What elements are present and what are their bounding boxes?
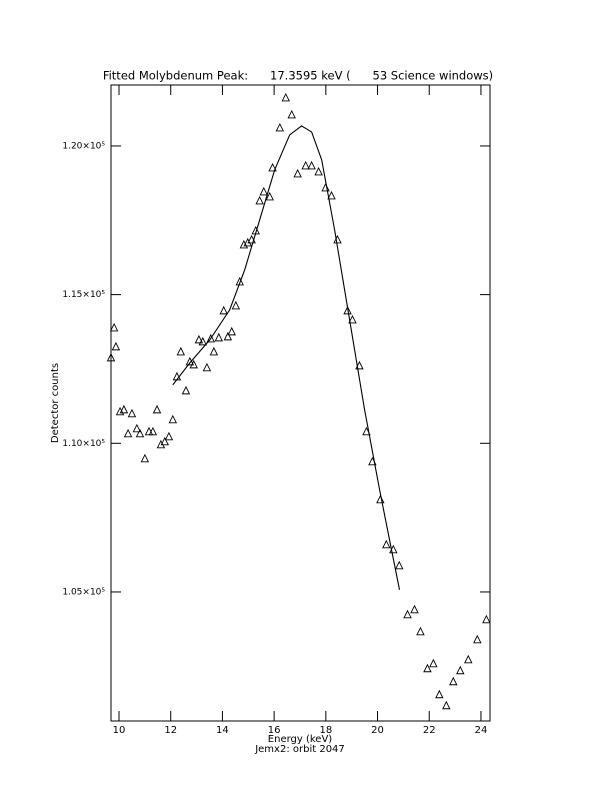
- subtitle: Jemx2: orbit 2047: [254, 744, 345, 755]
- data-point: [235, 276, 244, 286]
- data-point: [376, 494, 385, 504]
- data-point: [219, 305, 228, 315]
- data-point: [259, 186, 269, 196]
- data-point: [281, 92, 290, 102]
- data-point: [135, 428, 145, 438]
- data-point: [395, 560, 404, 570]
- data-point: [293, 168, 302, 178]
- data-point: [156, 439, 166, 449]
- data-point: [268, 162, 277, 172]
- x-tick-label: 12: [164, 725, 177, 736]
- y-tick-label: 1.15×10⁵: [62, 290, 105, 300]
- data-point: [314, 166, 323, 176]
- data-point: [416, 626, 425, 636]
- data-point: [152, 404, 162, 414]
- data-point: [209, 346, 219, 356]
- y-tick-label: 1.05×10⁵: [62, 587, 105, 597]
- data-point: [109, 322, 119, 332]
- data-point: [410, 604, 419, 614]
- x-axis-label: Energy (keV): [268, 734, 333, 745]
- data-point: [160, 436, 170, 446]
- data-point: [119, 404, 129, 414]
- data-point: [106, 352, 116, 362]
- data-point: [456, 665, 465, 675]
- data-point: [127, 408, 137, 418]
- x-tick-label: 18: [319, 725, 332, 736]
- data-point: [275, 122, 285, 132]
- data-point: [164, 431, 174, 441]
- data-point: [265, 191, 274, 201]
- data-point: [168, 414, 178, 424]
- data-point: [189, 359, 198, 369]
- data-point: [115, 406, 125, 416]
- data-point: [176, 346, 186, 356]
- y-tick-label: 1.10×10⁵: [62, 439, 105, 449]
- data-point: [227, 326, 236, 336]
- data-point: [382, 539, 391, 549]
- data-point: [482, 614, 491, 624]
- data-point: [206, 333, 216, 343]
- data-point: [255, 195, 264, 205]
- data-point: [198, 336, 208, 346]
- chart-title: Fitted Molybdenum Peak: 17.3595 keV ( 53…: [103, 69, 493, 83]
- y-axis-label: Detector counts: [50, 363, 61, 443]
- data-point: [123, 428, 133, 438]
- data-point: [214, 332, 224, 342]
- data-point: [301, 160, 310, 170]
- data-point: [442, 700, 451, 710]
- data-point: [429, 658, 438, 668]
- data-point: [473, 634, 482, 644]
- data-point: [231, 300, 241, 310]
- data-point: [194, 334, 204, 344]
- data-point: [449, 676, 458, 686]
- data-point: [403, 609, 412, 619]
- data-point: [343, 305, 352, 315]
- plot-frame: [110, 84, 491, 722]
- x-tick-label: 22: [423, 725, 436, 736]
- data-point: [181, 385, 191, 395]
- x-tick-label: 14: [216, 725, 229, 736]
- data-point: [307, 160, 316, 170]
- data-point: [202, 362, 212, 372]
- fit-line: [172, 125, 401, 590]
- data-point: [243, 237, 252, 247]
- x-tick-label: 20: [371, 725, 384, 736]
- data-point: [239, 239, 249, 249]
- data-point: [148, 426, 158, 436]
- data-point: [140, 453, 150, 463]
- data-point: [423, 663, 432, 673]
- data-point: [464, 654, 473, 664]
- data-point: [111, 341, 121, 351]
- data-point: [287, 109, 296, 119]
- data-point: [348, 314, 357, 324]
- data-point: [132, 423, 142, 433]
- y-tick-label: 1.20×10⁵: [62, 141, 105, 151]
- data-point: [223, 331, 233, 341]
- x-tick-label: 24: [475, 725, 488, 736]
- x-tick-label: 16: [268, 725, 281, 736]
- data-point: [327, 190, 336, 200]
- data-point: [435, 689, 444, 699]
- x-tick-label: 10: [113, 725, 126, 736]
